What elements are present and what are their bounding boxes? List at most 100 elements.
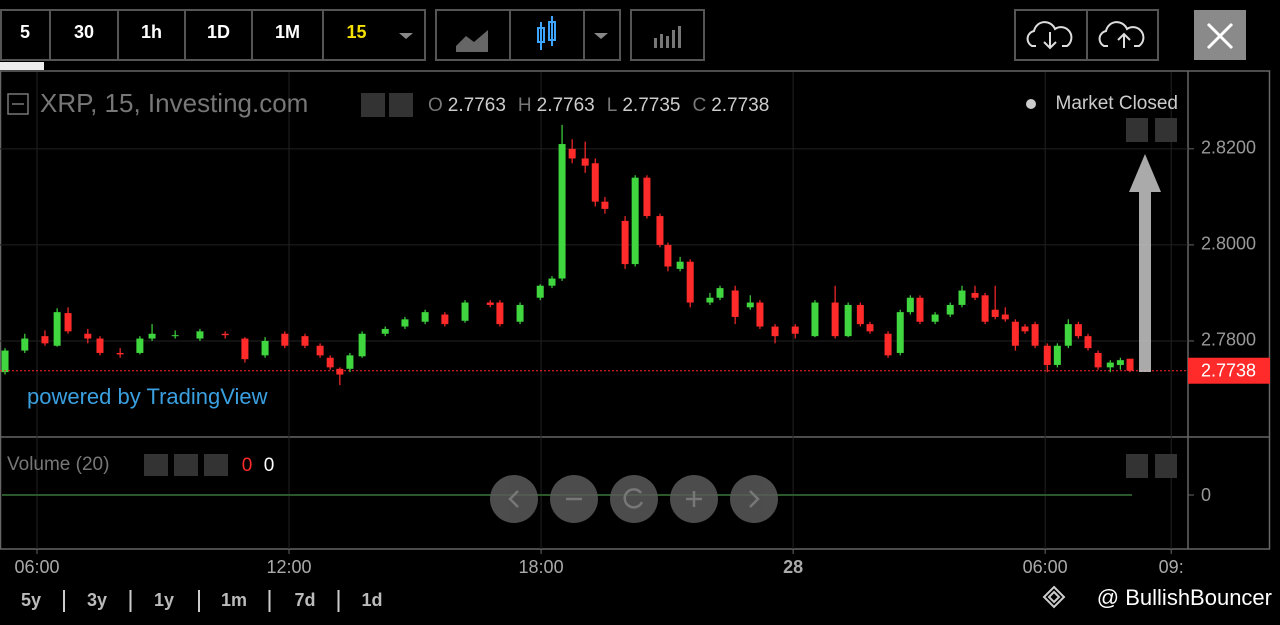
scale-button[interactable] bbox=[1126, 454, 1148, 478]
interval-button[interactable]: 1h bbox=[141, 22, 162, 42]
volume-readout: 0 bbox=[264, 455, 275, 476]
settings-button[interactable] bbox=[174, 454, 198, 476]
candle-body bbox=[171, 335, 179, 337]
volume-title: Volume (20) bbox=[7, 454, 109, 475]
x-tick-label: 06:00 bbox=[14, 557, 59, 577]
scroll-right[interactable] bbox=[730, 475, 778, 523]
range-button[interactable]: 7d bbox=[294, 590, 315, 610]
chart-type-group[interactable] bbox=[435, 9, 621, 61]
area-icon bbox=[456, 30, 488, 52]
candle-body bbox=[1, 350, 9, 373]
range-button[interactable]: 5y bbox=[21, 590, 41, 610]
remove-button[interactable] bbox=[204, 454, 228, 476]
interval-button[interactable]: 1D bbox=[207, 22, 230, 42]
candle-body bbox=[221, 333, 229, 336]
candle-body bbox=[946, 304, 954, 315]
candle-body bbox=[581, 158, 589, 166]
candle-body bbox=[1053, 345, 1061, 365]
candle-body bbox=[41, 336, 49, 344]
candle-body bbox=[381, 328, 389, 334]
interval-button[interactable]: 1M bbox=[275, 22, 300, 42]
candle-body bbox=[756, 302, 764, 327]
candle-body bbox=[1064, 324, 1072, 346]
range-bar: 5y 3y 1y 1m 7d 1d bbox=[21, 590, 383, 612]
progress bbox=[0, 62, 44, 70]
y-tick-label: 2.8200 bbox=[1201, 138, 1256, 158]
candle-body bbox=[676, 261, 684, 269]
indicators-button[interactable] bbox=[630, 9, 705, 61]
eye-button[interactable] bbox=[361, 93, 385, 117]
interval-button[interactable]: 5 bbox=[20, 22, 30, 42]
ohlc-value: 2.7763 bbox=[448, 95, 506, 116]
candle-body bbox=[536, 285, 544, 298]
candle-body bbox=[1084, 336, 1092, 349]
candle-body bbox=[664, 244, 672, 267]
candle-body bbox=[791, 326, 799, 334]
grid bbox=[0, 72, 1188, 549]
candle-body bbox=[548, 278, 556, 286]
candle-body bbox=[1001, 314, 1009, 320]
range-button[interactable]: 1m bbox=[221, 590, 247, 610]
ohlc-value: 2.7763 bbox=[537, 95, 595, 116]
candle-body bbox=[856, 304, 864, 325]
bars-icon bbox=[654, 26, 681, 48]
candle-icon bbox=[537, 16, 556, 50]
scale-button[interactable] bbox=[1155, 118, 1177, 142]
ohlc-key: L bbox=[607, 95, 618, 116]
candle-body bbox=[844, 304, 852, 337]
candle-body bbox=[261, 340, 269, 356]
candle-body bbox=[358, 333, 366, 357]
scale-button[interactable] bbox=[1155, 454, 1177, 478]
watermark: @ BullishBouncer bbox=[1097, 585, 1272, 610]
scroll-left[interactable] bbox=[490, 475, 538, 523]
candle-body bbox=[643, 177, 651, 217]
y-tick-label: 2.8000 bbox=[1201, 234, 1256, 254]
interval-button[interactable]: 15 bbox=[346, 22, 366, 42]
scale-button[interactable] bbox=[1126, 118, 1148, 142]
candle-body bbox=[601, 201, 609, 209]
candle-body bbox=[516, 304, 524, 322]
candle-body bbox=[906, 297, 914, 313]
candle-body bbox=[421, 312, 429, 322]
candle-body bbox=[136, 338, 144, 353]
candle-body bbox=[301, 336, 309, 346]
candle-body bbox=[316, 345, 324, 356]
candle-body bbox=[731, 290, 739, 317]
ohlc-value: 2.7735 bbox=[622, 95, 680, 116]
candle-body bbox=[746, 302, 754, 308]
candle-body bbox=[1074, 324, 1082, 337]
candle-body bbox=[716, 288, 724, 298]
candle-body bbox=[96, 338, 104, 353]
settings-button[interactable] bbox=[389, 93, 413, 117]
interval-button[interactable]: 30 bbox=[74, 22, 94, 42]
dropdown-icon[interactable] bbox=[399, 33, 413, 39]
candle-body bbox=[621, 220, 629, 265]
candle-body bbox=[706, 297, 714, 303]
range-button[interactable]: 3y bbox=[87, 590, 107, 610]
range-button[interactable]: 1y bbox=[154, 590, 174, 610]
y-tick-label: 2.7800 bbox=[1201, 330, 1256, 350]
range-button[interactable]: 1d bbox=[361, 590, 382, 610]
frames bbox=[0, 70, 1271, 550]
x-tick-label: 28 bbox=[783, 557, 803, 577]
candle-body bbox=[568, 148, 576, 159]
reset[interactable] bbox=[610, 475, 658, 523]
y-tick-label: 0 bbox=[1201, 485, 1211, 505]
candle-body bbox=[884, 333, 892, 356]
market-status: Market Closed bbox=[1056, 93, 1179, 114]
collapse-icon[interactable] bbox=[7, 93, 29, 115]
dropdown-icon[interactable] bbox=[594, 33, 608, 39]
candle-body bbox=[281, 333, 289, 346]
zoom-controls bbox=[490, 475, 778, 523]
candle-body bbox=[811, 302, 819, 337]
candle-body bbox=[461, 302, 469, 321]
credit: powered by TradingView bbox=[27, 384, 268, 409]
candle-body bbox=[866, 324, 874, 332]
candle-body bbox=[958, 290, 966, 305]
status-dot bbox=[1026, 99, 1036, 109]
x-tick-label: 18:00 bbox=[519, 557, 564, 577]
candle-body bbox=[1043, 345, 1051, 365]
eye-button[interactable] bbox=[144, 454, 168, 476]
candle-body bbox=[1011, 321, 1019, 346]
